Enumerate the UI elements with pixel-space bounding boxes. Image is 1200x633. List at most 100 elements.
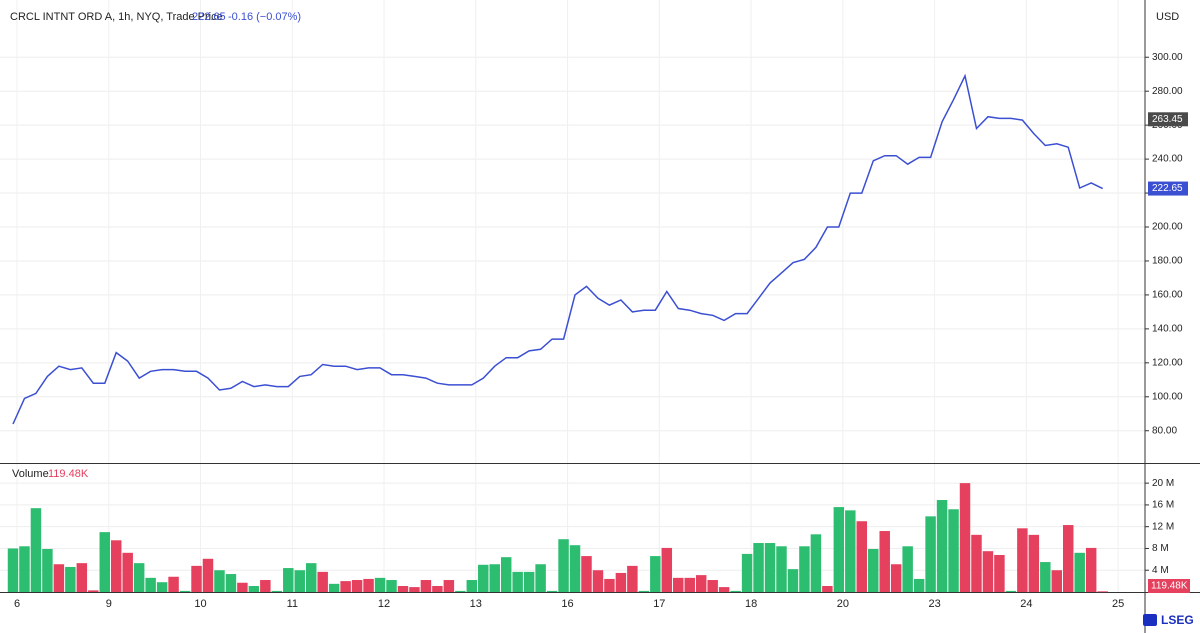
volume-bar: [810, 534, 822, 592]
y-tick-label: 180.00: [1152, 256, 1183, 267]
volume-bar: [845, 510, 856, 592]
x-tick-label: 17: [653, 598, 665, 610]
volume-bar: [581, 556, 592, 592]
x-tick-label: 10: [194, 598, 206, 610]
volume-bar: [305, 563, 317, 592]
price-tag: [1148, 112, 1188, 127]
y-axis-label: USD: [1156, 11, 1179, 23]
volume-bar: [638, 590, 650, 592]
price-tag: [1148, 181, 1188, 196]
volume-bar: [1097, 591, 1108, 593]
volume-bar: [1017, 528, 1028, 592]
volume-bar: [913, 578, 925, 592]
volume-bar: [30, 508, 42, 592]
volume-bar: [592, 570, 604, 592]
volume-bar: [890, 564, 902, 592]
volume-bar: [168, 576, 179, 592]
volume-bar: [1028, 534, 1040, 592]
volume-bar: [1074, 552, 1085, 592]
volume-bar: [925, 516, 936, 592]
volume-bar: [489, 564, 500, 592]
volume-bar: [604, 578, 615, 592]
y-tick-label: 16 M: [1152, 500, 1174, 511]
volume-bar: [122, 552, 133, 592]
volume-bar: [283, 568, 294, 592]
volume-bar: [237, 582, 248, 592]
volume-bar: [879, 531, 890, 592]
volume-bar: [707, 580, 718, 592]
volume-bar: [145, 577, 156, 592]
volume-bar: [936, 500, 948, 592]
volume-bar: [741, 553, 753, 592]
volume-bar: [466, 580, 478, 592]
price-tag-label: 222.65: [1152, 183, 1183, 194]
last-price: 222.65: [192, 11, 226, 23]
y-tick-label: 200.00: [1152, 222, 1183, 233]
volume-bar: [133, 563, 145, 592]
x-tick-label: 12: [378, 598, 390, 610]
volume-bar: [902, 546, 913, 592]
volume-bar: [730, 590, 741, 592]
volume-bar: [179, 590, 191, 592]
x-tick-label: 18: [745, 598, 757, 610]
volume-bar: [627, 565, 638, 592]
y-tick-label: 140.00: [1152, 324, 1183, 335]
volume-bar: [191, 565, 202, 592]
volume-bar: [19, 546, 30, 592]
volume-bar: [982, 551, 994, 592]
volume-bar: [799, 546, 810, 592]
x-tick-label: 9: [106, 598, 112, 610]
price-line: [12, 73, 1104, 425]
volume-bar: [294, 570, 305, 592]
volume-bar: [833, 507, 845, 592]
logo: LSEG: [1161, 613, 1194, 627]
volume-last: 119.48K: [48, 468, 89, 480]
volume-bar: [1005, 590, 1017, 592]
volume-bar: [478, 564, 489, 592]
volume-bar: [76, 563, 88, 592]
volume-bar: [432, 586, 443, 592]
y-tick-label: 240.00: [1152, 154, 1183, 165]
volume-bar: [248, 586, 260, 592]
x-tick-label: 11: [287, 598, 298, 610]
volume-bar: [546, 590, 558, 592]
volume-bar: [328, 583, 340, 592]
logo-icon: [1143, 614, 1157, 626]
volume-bar: [317, 571, 328, 592]
x-tick-label: 25: [1112, 598, 1124, 610]
volume-bar: [7, 548, 19, 592]
volume-tag-label: 119.48K: [1151, 581, 1188, 592]
volume-bar: [53, 564, 65, 592]
x-tick-label: 6: [14, 598, 20, 610]
y-tick-label: 300.00: [1152, 52, 1183, 63]
volume-bar: [99, 532, 110, 592]
x-tick-label: 20: [837, 598, 849, 610]
volume-bar: [787, 569, 799, 592]
volume-bar: [443, 580, 455, 592]
volume-bar: [1051, 570, 1063, 592]
volume-bar: [351, 580, 363, 592]
volume-bar: [271, 590, 283, 592]
x-tick-label: 13: [470, 598, 482, 610]
y-tick-label: 120.00: [1152, 357, 1183, 368]
volume-bar: [409, 587, 420, 592]
y-tick-label: 20 M: [1152, 478, 1174, 489]
volume-bar: [88, 590, 99, 592]
price-change: -0.16 (−0.07%): [228, 11, 301, 23]
volume-bar: [764, 543, 776, 592]
volume-bar: [650, 556, 661, 592]
volume-bar: [65, 566, 76, 592]
volume-bar: [397, 586, 409, 592]
y-tick-label: 80.00: [1152, 425, 1177, 436]
volume-bar: [202, 558, 214, 592]
x-tick-label: 23: [928, 598, 940, 610]
volume-bar: [214, 570, 225, 592]
volume-bar: [374, 577, 386, 592]
volume-bar: [615, 572, 627, 592]
volume-bar: [776, 546, 787, 592]
y-tick-label: 8 M: [1152, 543, 1169, 554]
y-tick-label: 4 M: [1152, 565, 1169, 576]
volume-bar: [868, 549, 879, 592]
volume-bar: [340, 581, 351, 592]
